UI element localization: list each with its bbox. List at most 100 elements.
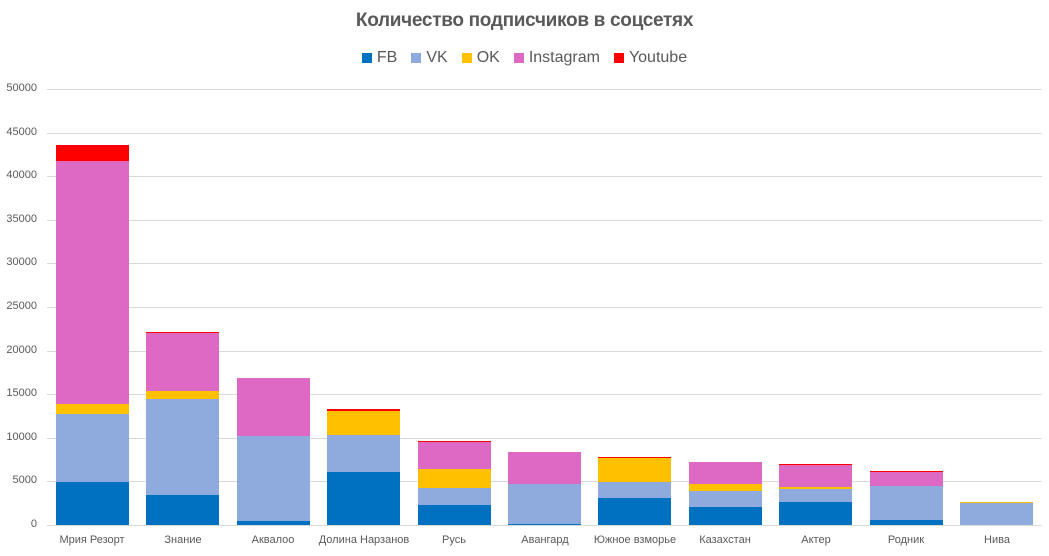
gridline <box>47 133 1042 134</box>
bar-segment-fb <box>56 482 129 525</box>
legend-label: VK <box>426 49 448 66</box>
y-tick-label: 35000 <box>6 213 37 225</box>
bar-stack <box>689 0 762 556</box>
bar-stack <box>960 0 1033 556</box>
bar-segment-fb <box>237 521 310 525</box>
gridline <box>47 394 1042 395</box>
legend-label: FB <box>376 49 398 66</box>
x-category-label: Актер <box>801 534 831 546</box>
bar-segment-youtube <box>779 463 852 466</box>
legend-swatch-icon <box>361 53 372 63</box>
bar-stack <box>327 0 400 556</box>
y-tick-label: 0 <box>30 518 37 530</box>
bar-stack <box>146 0 219 556</box>
bar-segment-instagram <box>146 333 219 391</box>
bar-segment-vk <box>418 487 491 505</box>
bar-segment-fb <box>508 523 581 526</box>
x-category-label: Русь <box>442 534 466 546</box>
x-category-label: Мрия Резорт <box>59 534 125 546</box>
legend-item-fb: FB <box>361 49 398 67</box>
bar-segment-fb <box>327 471 400 525</box>
y-tick-label: 15000 <box>6 387 37 399</box>
legend-label: OK <box>476 49 500 66</box>
bar-segment-fb <box>598 497 671 525</box>
bar-segment-ok <box>327 410 400 436</box>
bar-segment-vk <box>689 490 762 508</box>
bar-segment-vk <box>508 484 581 524</box>
legend-swatch-icon <box>411 53 422 63</box>
gridline <box>47 263 1042 264</box>
gridline <box>47 525 1042 526</box>
bar-stack <box>779 0 852 556</box>
bar-segment-instagram <box>56 161 129 404</box>
bar-segment-vk <box>960 502 1033 525</box>
y-tick-label: 20000 <box>6 344 37 356</box>
bar-segment-instagram <box>689 462 762 484</box>
x-category-label: Казахстан <box>699 534 751 546</box>
bar-segment-vk <box>870 485 943 521</box>
x-category-label: Родник <box>887 534 925 546</box>
legend-item-youtube: Youtube <box>613 49 687 67</box>
legend-item-instagram: Instagram <box>513 49 600 67</box>
bar-stack <box>508 0 581 556</box>
bar-segment-instagram <box>418 441 491 470</box>
bar-segment-instagram <box>870 471 943 486</box>
x-category-label: Долина Нарзанов <box>318 534 410 546</box>
bar-segment-vk <box>146 398 219 495</box>
bar-segment-youtube <box>598 456 671 459</box>
bar-segment-fb <box>418 504 491 525</box>
bar-segment-instagram <box>779 464 852 487</box>
gridline <box>47 89 1042 90</box>
y-tick-label: 50000 <box>6 82 37 94</box>
bar-segment-fb <box>146 494 219 525</box>
x-category-label: Нива <box>984 534 1010 546</box>
x-category-label: Авангард <box>521 534 569 546</box>
legend-item-ok: OK <box>461 49 500 67</box>
y-tick-label: 45000 <box>6 126 37 138</box>
bar-segment-ok <box>779 486 852 489</box>
bar-segment-ok <box>598 457 671 482</box>
legend-swatch-icon <box>513 53 524 63</box>
bar-segment-youtube <box>56 144 129 162</box>
bar-stack <box>418 0 491 556</box>
bar-segment-ok <box>689 484 762 491</box>
bar-segment-vk <box>327 435 400 472</box>
gridline <box>47 307 1042 308</box>
legend-item-vk: VK <box>411 49 448 67</box>
bar-stack <box>870 0 943 556</box>
bar-segment-youtube <box>870 470 943 473</box>
gridline <box>47 176 1042 177</box>
x-category-label: Аквалоо <box>251 534 295 546</box>
bar-segment-vk <box>56 414 129 483</box>
bar-segment-ok <box>146 390 219 399</box>
y-tick-label: 10000 <box>6 431 37 443</box>
legend-label: Instagram <box>528 49 600 66</box>
x-category-label: Южное взморье <box>593 534 677 546</box>
bar-segment-fb <box>870 520 943 525</box>
bar-segment-fb <box>779 501 852 525</box>
gridline <box>47 220 1042 221</box>
x-category-label: Знание <box>164 534 202 546</box>
bar-segment-vk <box>598 481 671 498</box>
bar-segment-vk <box>237 436 310 522</box>
bar-segment-instagram <box>237 378 310 437</box>
bar-segment-ok <box>960 501 1033 504</box>
y-tick-label: 5000 <box>12 474 37 486</box>
bar-segment-youtube <box>327 409 400 411</box>
bar-segment-youtube <box>418 440 491 443</box>
bar-stack <box>56 0 129 556</box>
bar-segment-youtube <box>146 331 219 334</box>
gridline <box>47 438 1042 439</box>
y-tick-label: 25000 <box>6 300 37 312</box>
legend-swatch-icon <box>613 53 624 63</box>
bar-segment-ok <box>56 403 129 415</box>
y-tick-label: 40000 <box>6 169 37 181</box>
gridline <box>47 351 1042 352</box>
chart-title: Количество подписчиков в соцсетях <box>355 10 694 31</box>
legend-swatch-icon <box>461 53 472 63</box>
chart-legend: FB VK OK Instagram Youtube <box>0 49 1049 67</box>
bar-segment-vk <box>779 488 852 502</box>
bar-stack <box>598 0 671 556</box>
bar-segment-ok <box>418 469 491 488</box>
bar-segment-fb <box>689 507 762 525</box>
